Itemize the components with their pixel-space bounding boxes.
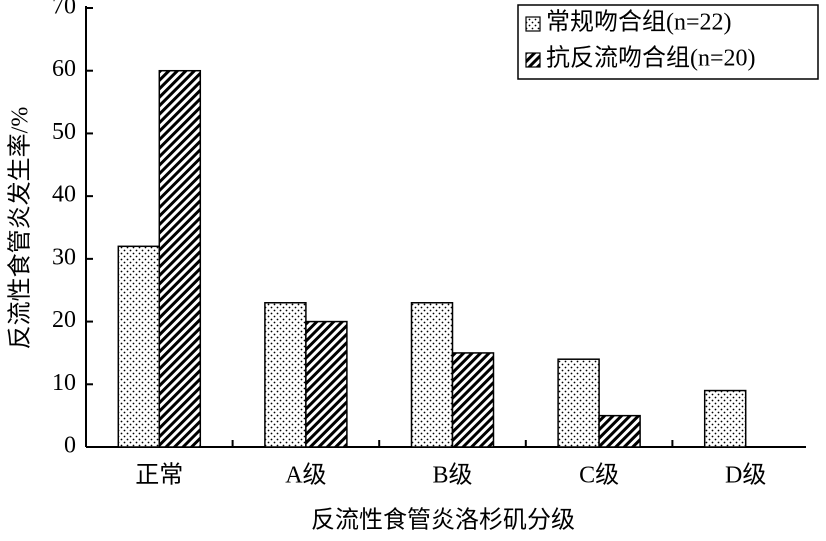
y-tick-label: 20 — [52, 307, 76, 333]
legend-swatch — [525, 16, 541, 32]
bar — [264, 302, 307, 448]
y-tick-label: 60 — [52, 56, 76, 82]
x-tick-label: A级 — [285, 462, 326, 489]
legend-label: 抗反流吻合组(n=20) — [546, 45, 756, 72]
bar — [410, 302, 454, 448]
bar — [451, 352, 495, 448]
bar — [158, 69, 202, 448]
y-tick-label: 70 — [52, 0, 76, 20]
x-axis-label: 反流性食管炎洛杉矶分级 — [311, 507, 575, 534]
y-tick-label: 30 — [52, 244, 76, 270]
legend-swatch — [525, 52, 541, 68]
x-tick-label: 正常 — [135, 462, 183, 489]
y-tick-label: 40 — [52, 182, 76, 208]
y-tick-label: 0 — [64, 433, 76, 459]
y-tick-label: 10 — [52, 370, 76, 396]
legend-box — [517, 4, 819, 80]
legend-label: 常规吻合组(n=22) — [546, 9, 732, 36]
x-tick-label: D级 — [725, 462, 766, 489]
bar — [117, 245, 161, 448]
y-axis-label: 反流性食管炎发生率/% — [7, 107, 34, 350]
bar — [305, 320, 348, 448]
x-tick-label: B级 — [432, 462, 472, 489]
bar — [598, 414, 641, 448]
bar — [557, 358, 600, 448]
y-tick-label: 50 — [52, 119, 76, 145]
bar — [703, 389, 747, 448]
x-tick-label: C级 — [579, 462, 619, 489]
